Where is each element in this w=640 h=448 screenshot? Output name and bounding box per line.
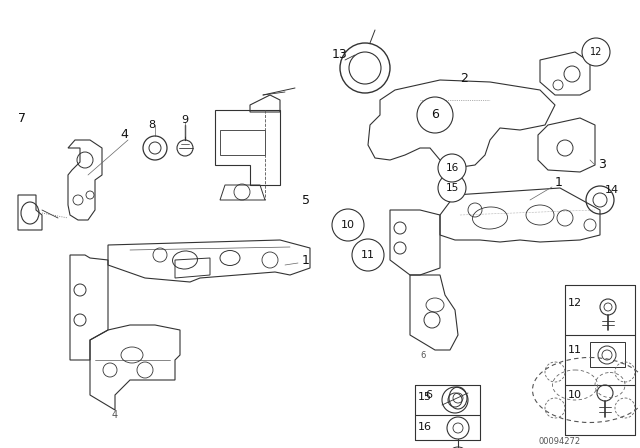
Circle shape [332, 209, 364, 241]
Text: 15: 15 [445, 183, 459, 193]
Circle shape [417, 97, 453, 133]
Text: 14: 14 [605, 185, 619, 195]
Circle shape [352, 239, 384, 271]
Text: 15: 15 [418, 392, 432, 402]
Text: 6: 6 [431, 108, 439, 121]
Text: 10: 10 [568, 390, 582, 400]
Text: 1: 1 [555, 177, 563, 190]
Text: 12: 12 [568, 298, 582, 308]
Text: 4: 4 [120, 129, 128, 142]
Text: 11: 11 [361, 250, 375, 260]
Text: 6: 6 [425, 390, 432, 400]
Text: 16: 16 [418, 422, 432, 432]
Text: 13: 13 [332, 48, 348, 61]
Text: 12: 12 [590, 47, 602, 57]
Text: 3: 3 [598, 159, 606, 172]
Bar [590, 342, 625, 367]
Text: 1: 1 [302, 254, 310, 267]
Text: 6: 6 [420, 350, 426, 359]
Text: 10: 10 [341, 220, 355, 230]
Text: 11: 11 [568, 345, 582, 355]
Text: 16: 16 [445, 163, 459, 173]
Circle shape [582, 38, 610, 66]
Text: 7: 7 [18, 112, 26, 125]
Circle shape [438, 154, 466, 182]
Text: 4: 4 [112, 410, 118, 420]
Text: 9: 9 [181, 115, 188, 125]
Circle shape [438, 174, 466, 202]
Text: 8: 8 [148, 120, 155, 130]
Text: 5: 5 [302, 194, 310, 207]
Text: 2: 2 [460, 72, 468, 85]
Text: 00094272: 00094272 [539, 438, 581, 447]
Bar [220, 130, 265, 155]
